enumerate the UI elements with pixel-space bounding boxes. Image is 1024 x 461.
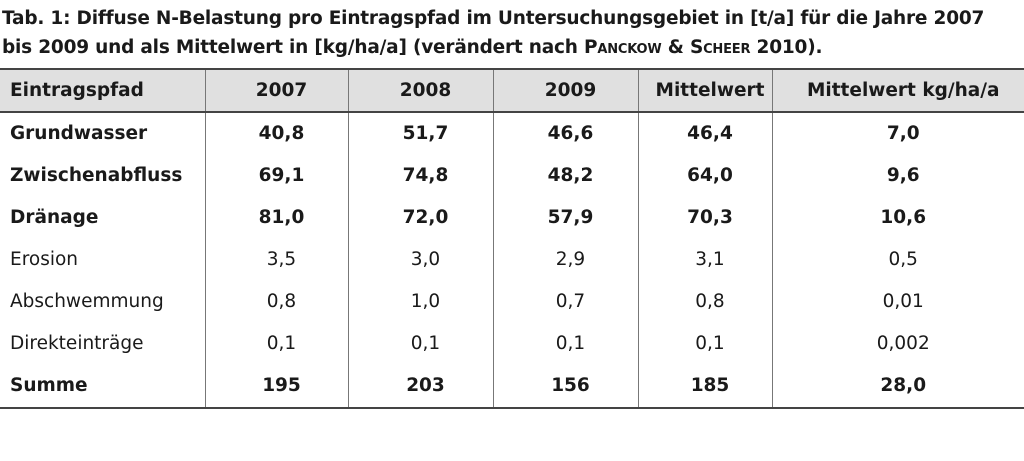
table-cell: 0,002 <box>771 322 1024 364</box>
table-caption: Tab. 1: Diffuse N-Belastung pro Eintrags… <box>2 4 1020 62</box>
table-cell: 0,8 <box>204 280 348 322</box>
table-row: Abschwemmung 0,8 1,0 0,7 0,8 0,01 <box>0 280 1024 322</box>
column-header: Eintragspfad <box>0 68 205 113</box>
table-row: Summe 195 203 156 185 28,0 <box>0 364 1024 409</box>
table-cell: 156 <box>492 364 638 409</box>
row-label: Dränage <box>10 206 99 228</box>
row-label: Abschwemmung <box>10 290 164 312</box>
row-label: Zwischenabfluss <box>10 164 183 186</box>
table-cell: 3,1 <box>637 238 772 280</box>
table-cell: 57,9 <box>492 196 638 238</box>
table-row: Erosion 3,5 3,0 2,9 3,1 0,5 <box>0 238 1024 280</box>
table-cell: 0,8 <box>637 280 772 322</box>
column-header: Mittelwert kg/ha/a <box>771 68 1024 113</box>
table-cell: 10,6 <box>771 196 1024 238</box>
table-row: Direkteinträge 0,1 0,1 0,1 0,1 0,002 <box>0 322 1024 364</box>
table-cell: 28,0 <box>771 364 1024 409</box>
table-cell: 3,5 <box>204 238 348 280</box>
table-cell: 0,7 <box>492 280 638 322</box>
table-cell: 0,1 <box>204 322 348 364</box>
table-cell: 46,6 <box>492 112 638 154</box>
row-label: Direkteinträge <box>10 332 144 354</box>
table-cell: 1,0 <box>347 280 493 322</box>
table-cell: 74,8 <box>347 154 493 196</box>
row-label: Erosion <box>10 248 79 270</box>
table-cell: 70,3 <box>637 196 772 238</box>
table-cell: 72,0 <box>347 196 493 238</box>
table-cell: 7,0 <box>771 112 1024 154</box>
caption-suffix: 2010). <box>750 37 823 58</box>
row-label: Summe <box>0 364 205 409</box>
table-cell: 48,2 <box>492 154 638 196</box>
table-cell: 64,0 <box>637 154 772 196</box>
table-cell: 203 <box>347 364 493 409</box>
column-header: 2007 <box>204 68 348 113</box>
table-cell: 9,6 <box>771 154 1024 196</box>
table-cell: 195 <box>204 364 348 409</box>
nitrogen-load-table: Eintragspfad 2007 2008 2009 Mittelwert M… <box>0 68 1024 409</box>
table-cell: 0,01 <box>771 280 1024 322</box>
table-cell: 0,1 <box>347 322 493 364</box>
table-cell: 185 <box>637 364 772 409</box>
table-cell: 0,5 <box>771 238 1024 280</box>
column-header: 2008 <box>347 68 493 113</box>
table-cell: 46,4 <box>637 112 772 154</box>
caption-author-2: Scheer <box>689 37 751 58</box>
table-cell: 0,1 <box>492 322 638 364</box>
table-cell: 81,0 <box>204 196 348 238</box>
table-cell: 40,8 <box>204 112 348 154</box>
column-header: 2009 <box>492 68 638 113</box>
table-row: Zwischenabfluss 69,1 74,8 48,2 64,0 9,6 <box>0 154 1024 196</box>
row-label: Grundwasser <box>10 123 148 144</box>
table-cell: 0,1 <box>637 322 772 364</box>
header-row: Eintragspfad 2007 2008 2009 Mittelwert M… <box>0 68 1024 113</box>
table-cell: 51,7 <box>347 112 493 154</box>
table-row: Grundwasser 40,8 51,7 46,6 46,4 7,0 <box>0 112 1024 154</box>
table-cell: 69,1 <box>204 154 348 196</box>
caption-ampersand: & <box>661 37 690 58</box>
caption-author-1: Panckow <box>584 37 662 58</box>
table-cell: 3,0 <box>347 238 493 280</box>
table-cell: 2,9 <box>492 238 638 280</box>
column-header: Mittelwert <box>637 68 772 113</box>
caption-text: Tab. 1: Diffuse N-Belastung pro Eintrags… <box>2 8 985 58</box>
table-row: Dränage 81,0 72,0 57,9 70,3 10,6 <box>0 196 1024 238</box>
